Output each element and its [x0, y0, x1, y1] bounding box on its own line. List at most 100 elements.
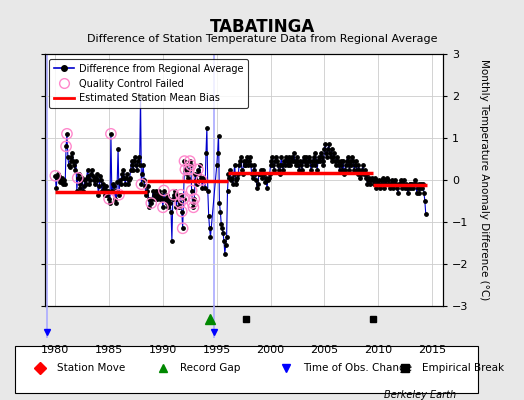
Point	[105, 196, 113, 202]
Point	[79, 187, 88, 194]
Point	[302, 154, 311, 160]
Point	[379, 181, 388, 187]
Point	[218, 225, 226, 232]
Point	[171, 187, 180, 194]
Point	[82, 175, 91, 181]
Point	[299, 158, 307, 164]
Point	[87, 170, 95, 177]
Text: 2000: 2000	[257, 345, 285, 355]
Point	[267, 158, 276, 164]
Point	[150, 192, 158, 198]
Point	[184, 175, 192, 181]
Point	[375, 177, 383, 183]
Point	[344, 162, 353, 168]
Point	[159, 204, 167, 210]
Point	[238, 166, 246, 173]
Point	[291, 162, 300, 168]
Point	[311, 150, 320, 156]
Point	[131, 154, 139, 160]
Point	[204, 187, 212, 194]
Point	[198, 177, 206, 183]
Point	[179, 196, 188, 202]
Point	[409, 185, 418, 192]
Point	[104, 187, 113, 194]
Point	[396, 181, 404, 187]
Point	[389, 185, 398, 192]
Point	[257, 166, 265, 173]
Point	[307, 166, 315, 173]
Point	[107, 187, 116, 194]
Point	[177, 192, 185, 198]
Point	[315, 158, 324, 164]
Point	[123, 170, 131, 177]
Point	[185, 166, 193, 173]
Point	[421, 198, 429, 204]
Point	[58, 175, 66, 181]
Point	[250, 162, 259, 168]
Point	[255, 170, 263, 177]
Point	[51, 173, 60, 179]
Point	[102, 183, 111, 190]
Point	[359, 170, 368, 177]
Point	[325, 150, 334, 156]
Point	[301, 162, 310, 168]
Point	[369, 181, 378, 187]
Point	[135, 162, 144, 168]
Point	[297, 162, 305, 168]
Point	[278, 162, 287, 168]
Point	[96, 173, 104, 179]
Point	[187, 162, 195, 168]
Point	[388, 181, 397, 187]
Point	[222, 234, 231, 240]
Point	[287, 158, 296, 164]
Point	[119, 166, 128, 173]
Point	[145, 196, 153, 202]
Point	[127, 158, 136, 164]
Point	[89, 173, 97, 179]
Point	[63, 130, 71, 137]
Point	[147, 200, 156, 206]
Point	[162, 200, 171, 206]
Point	[178, 208, 186, 215]
Point	[107, 130, 115, 137]
Point	[191, 170, 200, 177]
Point	[413, 185, 422, 192]
Text: Record Gap: Record Gap	[180, 363, 241, 373]
Point	[272, 154, 280, 160]
Point	[366, 181, 374, 187]
Text: Difference of Station Temperature Data from Regional Average: Difference of Station Temperature Data f…	[87, 34, 437, 44]
Point	[417, 181, 425, 187]
Point	[291, 158, 299, 164]
Point	[266, 162, 275, 168]
Point	[414, 181, 423, 187]
Point	[328, 145, 336, 152]
Point	[363, 181, 372, 187]
Point	[403, 189, 412, 196]
Point	[225, 175, 234, 181]
Point	[74, 170, 83, 177]
Point	[111, 187, 119, 194]
Point	[76, 185, 84, 192]
Point	[165, 196, 173, 202]
Point	[201, 185, 209, 192]
Point	[185, 166, 193, 173]
Point	[72, 158, 80, 164]
Point	[189, 204, 198, 210]
Point	[59, 181, 68, 187]
Point	[189, 204, 198, 210]
Point	[188, 187, 196, 194]
Text: Empirical Break: Empirical Break	[422, 363, 504, 373]
Point	[368, 175, 376, 181]
Point	[410, 181, 418, 187]
Point	[339, 158, 347, 164]
Point	[293, 158, 302, 164]
Point	[92, 175, 100, 181]
Point	[314, 158, 322, 164]
Point	[214, 133, 223, 139]
Point	[101, 192, 109, 198]
Point	[260, 170, 268, 177]
Point	[331, 158, 340, 164]
Point	[215, 200, 224, 206]
Point	[296, 158, 304, 164]
Point	[164, 204, 172, 210]
